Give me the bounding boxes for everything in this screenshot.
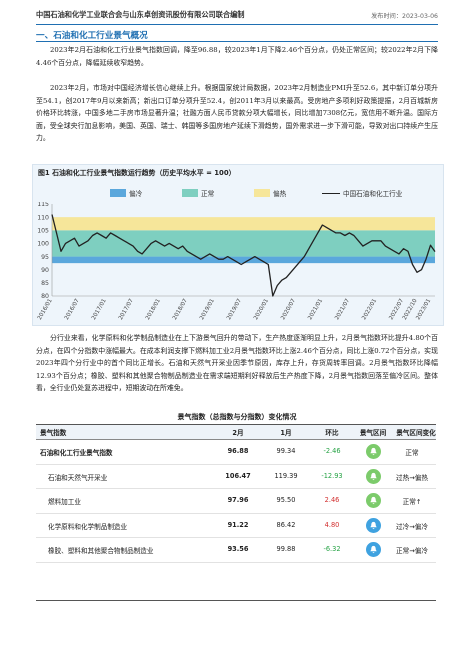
trend-chart: 80 85 90 95 100 105 110 115 2016/01 2016/07 2017/0…	[37, 202, 436, 322]
y-tick-label: 115	[37, 202, 49, 208]
row-change: -6.32	[323, 545, 341, 553]
legend-hot-label: 偏热	[273, 190, 287, 198]
row-jan: 86.42	[276, 520, 296, 529]
row-feb: 106.47	[225, 471, 251, 480]
col-zone: 景气区间	[359, 429, 387, 437]
x-tick-label: 2021/01	[307, 298, 324, 322]
row-name: 石油和化工行业景气指数	[40, 449, 113, 457]
row-jan: 119.39	[274, 471, 298, 480]
legend-line-swatch	[322, 193, 340, 194]
row-jan: 99.88	[276, 545, 296, 553]
section-title: 一、石油和化工行业景气概况	[36, 31, 148, 41]
y-tick-label: 80	[41, 293, 49, 300]
table-title: 景气指数（总指数与分指数）变化情况	[177, 413, 297, 421]
y-tick-label: 85	[41, 280, 49, 287]
y-tick-label: 95	[41, 254, 49, 261]
row-feb: 93.56	[227, 545, 249, 553]
x-tick-label: 2018/01	[145, 298, 162, 322]
row-feb: 91.22	[227, 520, 249, 529]
col-feb: 2月	[232, 429, 244, 437]
row-feb: 97.96	[227, 496, 249, 504]
legend-hot-swatch	[254, 189, 270, 197]
x-tick-label: 2019/07	[226, 298, 243, 322]
row-name: 橡胶、塑料和其他聚合物制品制造业	[48, 547, 154, 555]
band-1	[52, 230, 435, 257]
paragraph-1: 2023年2月石油和化工行业景气指数回调，降至96.88，较2023年1月下降2…	[36, 46, 438, 67]
section-divider	[36, 41, 438, 42]
table-row: 石油和化工行业景气指数 96.88 99.34 -2.46 正常	[36, 440, 436, 465]
row-transition: 正常→偏冷	[396, 547, 428, 555]
band-2	[52, 217, 435, 231]
col-name: 景气指数	[40, 429, 67, 437]
legend-line: 中国石油和化工行业	[322, 189, 402, 199]
legend-normal-label: 正常	[201, 190, 215, 198]
y-tick-label: 100	[37, 241, 49, 248]
row-feb: 96.88	[227, 447, 249, 455]
x-tick-label: 2020/07	[280, 298, 297, 322]
table-row: 燃料加工业 97.96 95.50 2.46 正常↑	[36, 489, 436, 514]
page-header: 中国石油和化学工业联合会与山东卓创资讯股份有限公司联合编制 发布时间：2023-…	[36, 8, 438, 25]
legend-cold: 偏冷	[110, 189, 142, 199]
legend-line-label: 中国石油和化工行业	[343, 190, 403, 198]
x-tick-label: 2020/01	[253, 298, 270, 322]
x-tick-label: 2018/07	[172, 298, 189, 322]
legend-normal: 正常	[182, 189, 214, 199]
paragraph-3: 分行业来看，化学原料和化学制品制造业在上下游景气回升的带动下，生产热度逐渐明显上…	[36, 334, 438, 393]
y-tick-label: 105	[37, 227, 49, 234]
x-tick-label: 2021/07	[334, 298, 351, 322]
bell-icon	[366, 542, 381, 557]
row-transition: 正常	[405, 449, 419, 457]
band-0	[52, 256, 435, 264]
legend-cold-label: 偏冷	[129, 190, 143, 198]
row-jan: 95.50	[276, 496, 296, 504]
row-change: 4.80	[324, 520, 340, 529]
index-table: 景气指数 2月 1月 环比 景气区间 景气区间变化 石油和化工行业景气指数 96…	[36, 424, 436, 563]
row-transition: 过热→偏热	[396, 473, 428, 482]
chart-legend: 偏冷 正常 偏热 中国石油和化工行业	[32, 187, 442, 201]
col-transition: 景气区间变化	[396, 429, 436, 437]
header-date: 发布时间：2023-03-06	[371, 13, 438, 20]
legend-hot: 偏热	[254, 189, 286, 199]
header-org: 中国石油和化学工业联合会与山东卓创资讯股份有限公司联合编制	[36, 10, 245, 19]
table-bottom-rule	[36, 600, 436, 601]
legend-normal-swatch	[182, 189, 198, 197]
table-header: 景气指数 2月 1月 环比 景气区间 景气区间变化	[36, 424, 436, 440]
table-row: 橡胶、塑料和其他聚合物制品制造业 93.56 99.88 -6.32 正常→偏冷	[36, 538, 436, 563]
table-row: 石油和天然气开采业 106.47 119.39 -12.93 过热→偏热	[36, 465, 436, 489]
chart-title: 图1 石油和化工行业景气指数运行趋势（历史平均水平 = 100）	[38, 169, 236, 177]
paragraph-2: 2023年2月，市场对中国经济增长信心继续上升。根据国家统计局数据，2023年2…	[36, 84, 438, 143]
x-tick-label: 2016/07	[64, 298, 81, 322]
col-change: 环比	[325, 429, 339, 437]
bell-icon	[366, 517, 381, 533]
x-tick-label: 2017/01	[91, 298, 108, 322]
legend-cold-swatch	[110, 189, 126, 197]
bell-icon	[366, 444, 381, 459]
table-row: 化学原料和化学制品制造业 91.22 86.42 4.80 过冷→偏冷	[36, 514, 436, 538]
row-change: 2.46	[324, 496, 340, 504]
row-jan: 99.34	[276, 447, 296, 455]
bell-icon	[366, 493, 381, 508]
y-tick-label: 90	[41, 267, 49, 274]
bell-icon	[366, 468, 381, 484]
x-tick-label: 2019/01	[199, 298, 216, 322]
col-jan: 1月	[280, 429, 292, 437]
row-name: 燃料加工业	[48, 498, 81, 506]
row-name: 化学原料和化学制品制造业	[48, 522, 128, 531]
row-name: 石油和天然气开采业	[48, 473, 108, 482]
series-line	[51, 214, 436, 297]
x-tick-label: 2022/01	[361, 298, 378, 322]
x-tick-label: 2017/07	[118, 298, 135, 322]
row-transition: 过冷→偏冷	[396, 522, 428, 531]
y-tick-label: 110	[37, 214, 49, 221]
row-change: -12.93	[321, 471, 343, 480]
row-change: -2.46	[323, 447, 341, 455]
x-tick-label: 2016/01	[37, 298, 54, 322]
row-transition: 正常↑	[402, 498, 422, 506]
